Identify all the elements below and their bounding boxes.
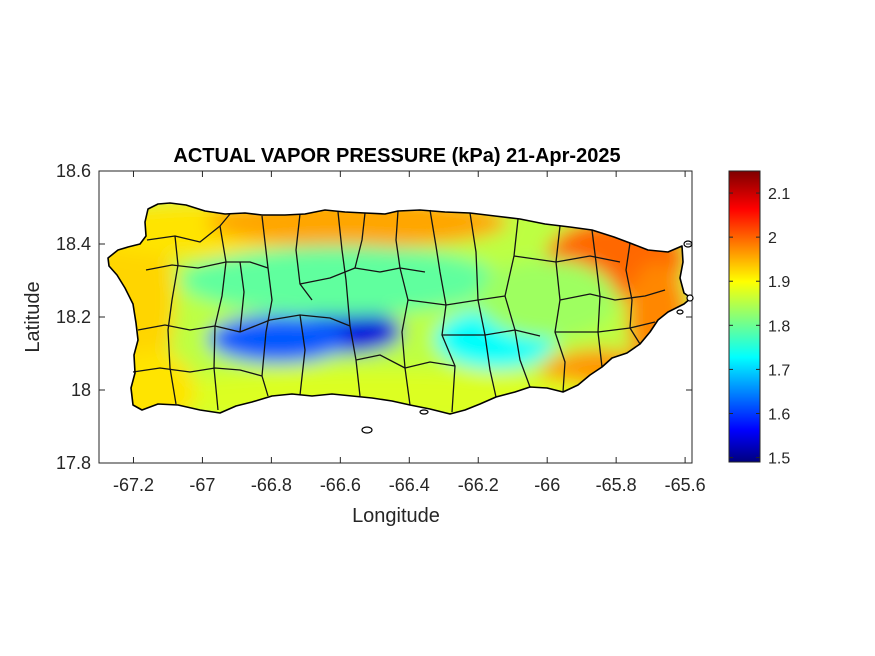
x-tick-label: -66.2: [458, 475, 499, 495]
municipality-border: [295, 213, 313, 301]
municipality-borders: [132, 209, 666, 413]
plot-area: -67.2 -67 -66.8 -66.6 -66.4 -66.2 -66 -65.8 -65.…: [56, 161, 706, 495]
y-axis: 17.8 18 18.2 18.4 18.6: [56, 161, 692, 473]
colorbar: 1.5 1.6 1.7 1.8 1.9 2 2.1: [728, 170, 790, 468]
municipality-border: [261, 215, 269, 269]
municipality-border: [354, 212, 366, 269]
colorbar-gradient: [728, 170, 761, 463]
field-region: [477, 258, 618, 339]
municipality-border: [137, 324, 241, 333]
colorbar-tick-label: 2: [768, 230, 777, 247]
colorbar-tick-label: 1.8: [768, 318, 790, 335]
municipality-border: [559, 289, 666, 301]
island-coastline: [107, 202, 692, 415]
chart-title: ACTUAL VAPOR PRESSURE (kPa) 21-Apr-2025: [173, 145, 620, 167]
municipality-border: [591, 229, 603, 368]
x-tick-label: -67.2: [113, 475, 154, 495]
municipality-border: [145, 261, 269, 271]
municipality-border: [239, 261, 245, 333]
field-region: [208, 314, 349, 363]
municipality-border: [442, 329, 541, 337]
y-tick-label: 17.8: [56, 453, 91, 473]
islet: [361, 426, 373, 434]
municipality-border: [261, 267, 273, 397]
municipality-border: [355, 354, 456, 369]
colorbar-ticks: 1.5 1.6 1.7 1.8 1.9 2 2.1: [729, 186, 790, 468]
x-tick-label: -67: [189, 475, 215, 495]
x-tick-label: -66.8: [251, 475, 292, 495]
colorbar-tick-label: 1.6: [768, 407, 790, 424]
x-tick-label: -65.8: [596, 475, 637, 495]
x-tick-label: -66: [534, 475, 560, 495]
y-tick-label: 18.4: [56, 234, 91, 254]
municipality-border: [299, 267, 426, 285]
municipality-border: [504, 218, 531, 388]
municipality-border: [167, 235, 179, 405]
colorbar-tick-label: 1.7: [768, 362, 790, 379]
y-axis-label: Latitude: [22, 281, 44, 352]
x-axis-label: Longitude: [352, 505, 440, 527]
y-tick-label: 18.2: [56, 307, 91, 327]
municipality-border: [213, 225, 227, 411]
islet: [686, 294, 694, 302]
colorbar-tick-label: 1.9: [768, 274, 790, 291]
field-region: [180, 245, 501, 316]
municipality-border: [337, 211, 361, 397]
x-tick-label: -66.4: [389, 475, 430, 495]
municipality-border: [132, 367, 263, 377]
x-axis: -67.2 -67 -66.8 -66.6 -66.4 -66.2 -66 -65.8 -65.…: [113, 171, 706, 495]
municipality-border: [299, 314, 306, 396]
colorbar-tick-label: 1.5: [768, 451, 790, 468]
islet: [419, 409, 429, 415]
municipality-border: [469, 212, 497, 398]
municipality-border: [625, 242, 641, 345]
municipality-border: [554, 225, 566, 393]
municipality-border: [146, 213, 231, 243]
islet: [676, 309, 684, 315]
municipality-border: [555, 321, 656, 333]
colorbar-tick-label: 2.1: [768, 186, 790, 203]
x-tick-label: -65.6: [665, 475, 706, 495]
y-tick-label: 18.6: [56, 161, 91, 181]
municipality-border: [407, 295, 506, 306]
municipality-border: [513, 255, 621, 263]
y-tick-label: 18: [71, 380, 91, 400]
x-tick-label: -66.6: [320, 475, 361, 495]
